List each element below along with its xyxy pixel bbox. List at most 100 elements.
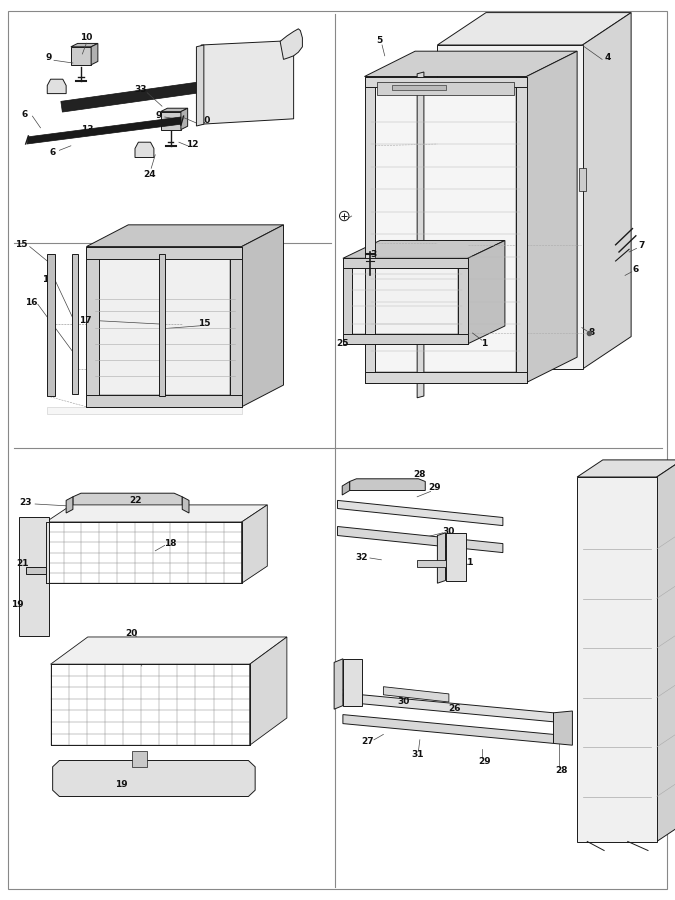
Polygon shape	[526, 51, 577, 382]
Polygon shape	[135, 142, 154, 157]
Text: 2: 2	[340, 213, 346, 222]
Polygon shape	[159, 254, 165, 396]
Text: 11: 11	[348, 669, 360, 678]
Text: 28: 28	[556, 766, 568, 775]
Polygon shape	[250, 637, 287, 745]
Polygon shape	[350, 479, 425, 490]
Polygon shape	[364, 76, 375, 382]
Bar	[579, 168, 586, 191]
Polygon shape	[161, 108, 188, 112]
Polygon shape	[19, 517, 49, 636]
Text: 15: 15	[198, 320, 210, 328]
Text: 10: 10	[198, 116, 210, 125]
Polygon shape	[375, 87, 516, 372]
Polygon shape	[230, 247, 242, 407]
Text: 6: 6	[21, 110, 28, 119]
Text: 15: 15	[16, 240, 28, 249]
Polygon shape	[458, 258, 468, 344]
Text: 28: 28	[414, 470, 426, 479]
Polygon shape	[437, 533, 446, 583]
Polygon shape	[343, 693, 554, 722]
Polygon shape	[86, 394, 242, 407]
Text: 30: 30	[398, 697, 410, 706]
Polygon shape	[343, 258, 352, 344]
Polygon shape	[181, 108, 188, 130]
Polygon shape	[334, 659, 343, 709]
Polygon shape	[343, 659, 362, 706]
Text: 27: 27	[362, 737, 374, 746]
Text: 18: 18	[164, 539, 176, 548]
Polygon shape	[27, 117, 181, 144]
Text: 21: 21	[17, 559, 29, 568]
Text: 31: 31	[411, 750, 423, 759]
Polygon shape	[26, 567, 46, 574]
Text: 12: 12	[186, 140, 198, 149]
Bar	[132, 751, 147, 767]
Text: 24: 24	[144, 170, 156, 179]
Polygon shape	[342, 482, 350, 495]
Text: 25: 25	[337, 339, 349, 348]
Polygon shape	[196, 45, 204, 126]
Text: 14: 14	[43, 274, 55, 284]
Polygon shape	[242, 505, 267, 583]
Polygon shape	[583, 13, 631, 369]
Polygon shape	[72, 254, 78, 394]
Text: 33: 33	[134, 86, 146, 94]
Polygon shape	[437, 13, 631, 45]
Text: 19: 19	[115, 780, 128, 789]
Polygon shape	[468, 240, 505, 344]
Text: 7: 7	[638, 241, 645, 250]
Text: 6: 6	[49, 148, 56, 157]
Polygon shape	[280, 29, 302, 59]
Text: 11: 11	[461, 558, 473, 567]
Polygon shape	[577, 460, 675, 477]
Polygon shape	[201, 40, 294, 124]
Polygon shape	[364, 76, 526, 87]
Circle shape	[340, 212, 349, 220]
Text: 5: 5	[376, 36, 383, 45]
Polygon shape	[51, 637, 287, 664]
Polygon shape	[46, 505, 267, 522]
Text: 8: 8	[588, 328, 595, 337]
Polygon shape	[343, 240, 505, 258]
Text: 16: 16	[25, 298, 37, 307]
Text: 30: 30	[442, 526, 454, 536]
Text: 19: 19	[11, 600, 24, 609]
Polygon shape	[66, 497, 73, 513]
Polygon shape	[417, 72, 424, 398]
Text: 17: 17	[79, 316, 91, 325]
Text: 32: 32	[335, 688, 348, 698]
Polygon shape	[161, 112, 181, 130]
Polygon shape	[86, 247, 242, 258]
Text: 29: 29	[429, 483, 441, 492]
Polygon shape	[343, 715, 554, 743]
Polygon shape	[364, 372, 526, 382]
Text: 1: 1	[481, 339, 488, 348]
Polygon shape	[417, 560, 446, 567]
Polygon shape	[47, 79, 66, 94]
Polygon shape	[352, 268, 458, 334]
Polygon shape	[182, 497, 189, 513]
Polygon shape	[657, 460, 675, 842]
Polygon shape	[383, 687, 449, 702]
Text: 10: 10	[80, 33, 92, 42]
Polygon shape	[71, 47, 91, 65]
Text: 23: 23	[20, 498, 32, 507]
Polygon shape	[446, 533, 466, 580]
Polygon shape	[47, 407, 242, 414]
Bar	[61, 76, 236, 112]
Text: 29: 29	[479, 757, 491, 766]
Polygon shape	[86, 225, 284, 247]
Bar	[577, 477, 657, 842]
Text: 13: 13	[82, 125, 94, 134]
Polygon shape	[554, 711, 572, 745]
Polygon shape	[99, 258, 230, 394]
Text: 20: 20	[125, 629, 137, 638]
Text: 32: 32	[356, 553, 368, 562]
Text: 22: 22	[129, 496, 141, 505]
Polygon shape	[338, 500, 503, 526]
Polygon shape	[343, 334, 468, 344]
Polygon shape	[343, 258, 468, 268]
Bar	[377, 82, 514, 94]
Text: 6: 6	[632, 266, 639, 274]
